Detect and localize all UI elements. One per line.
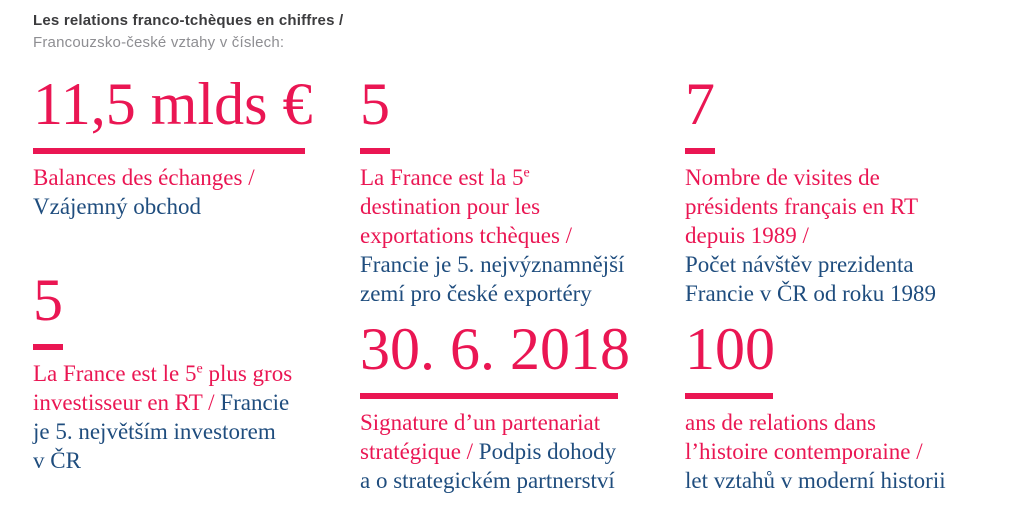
stat-description: La France est le 5e plus gros investisseu… (33, 359, 360, 475)
stat-value: 11,5 mlds € (33, 71, 313, 137)
stats-column: 11,5 mlds € Balances des échanges / Vzájem… (33, 74, 360, 495)
page-title-cs: Francouzsko-české vztahy v číslech: (33, 34, 285, 51)
stat-text-cs: Francie v ČR od roku 1989 (685, 281, 937, 306)
stat-text-fr-superscript: e (196, 361, 203, 377)
stat-description-line: Francie je 5. nejvýznamnější (360, 250, 685, 279)
stat-text-fr: l’histoire contemporaine / (685, 439, 923, 464)
stat-description: La France est la 5e destination pour les e… (360, 163, 685, 308)
stat-description: ans de relations dans l’histoire contempo… (685, 408, 1015, 495)
stat-underline (685, 393, 773, 399)
stat-underline (33, 148, 305, 154)
stat-block-strategic-partnership: 30. 6. 2018 Signature d’un partenariat str… (360, 319, 685, 495)
stat-text-fr: Signature d’un partenariat (360, 410, 601, 435)
stat-text-fr: ans de relations dans (685, 410, 876, 435)
stat-block-trade-balance: 11,5 mlds € Balances des échanges / Vzájem… (33, 74, 360, 221)
stat-text-cs: v ČR (33, 448, 81, 473)
stat-description-line: je 5. největším investorem (33, 417, 360, 446)
stat-text-fr: investisseur en RT / (33, 390, 221, 415)
stat-text-fr: exportations tchèques / (360, 223, 573, 248)
stat-text-cs: zemí pro české exportéry (360, 281, 592, 306)
stat-text-cs: a o strategickém partnerství (360, 468, 615, 493)
stat-text-fr: Nombre de visites de (685, 165, 880, 190)
stat-text-fr: stratégique / (360, 439, 479, 464)
stat-block-presidential-visits: 7 Nombre de visites de présidents français… (685, 74, 1015, 308)
stat-description-line: depuis 1989 / (685, 221, 1015, 250)
stat-description-line: zemí pro české exportéry (360, 279, 685, 308)
stat-description: Nombre de visites de présidents français … (685, 163, 1015, 308)
stat-text-cs: Počet návštěv prezidenta (685, 252, 914, 277)
stat-text-cs: Podpis dohody (478, 439, 617, 464)
stat-text-fr: La France est le 5 (33, 361, 197, 386)
stat-description: Signature d’un partenariat stratégique / … (360, 408, 685, 495)
stat-block-export-destination: 5 La France est la 5e destination pour les… (360, 74, 685, 308)
stat-description-line: a o strategickém partnerství (360, 466, 685, 495)
stat-description-line: La France est le 5e plus gros (33, 359, 360, 388)
stat-description-line: ans de relations dans (685, 408, 1015, 437)
stat-text-fr: depuis 1989 / (685, 223, 809, 248)
stats-column: 5 La France est la 5e destination pour les… (360, 74, 685, 495)
stat-description-line: présidents français en RT (685, 192, 1015, 221)
stat-description-line: Nombre de visites de (685, 163, 1015, 192)
stat-underline (360, 148, 390, 154)
stat-text-cs: let vztahů v moderní historii (685, 468, 946, 493)
stat-value: 5 (360, 71, 390, 137)
stat-description-line: investisseur en RT / Francie (33, 388, 360, 417)
stat-text-fr-superscript: e (523, 165, 530, 181)
stat-value: 30. 6. 2018 (360, 316, 630, 382)
stat-value: 7 (685, 71, 715, 137)
stats-grid: 11,5 mlds € Balances des échanges / Vzájem… (33, 74, 1024, 495)
stat-text-fr: Balances des échanges / (33, 165, 255, 190)
stat-value: 100 (685, 316, 775, 382)
stat-text-fr: La France est la 5 (360, 165, 524, 190)
stat-description-line: exportations tchèques / (360, 221, 685, 250)
stat-text-cs: Francie (220, 390, 290, 415)
stat-description-line: La France est la 5e (360, 163, 685, 192)
stat-block-investor-rank: 5 La France est le 5e plus gros investisse… (33, 270, 360, 475)
stat-value: 5 (33, 267, 63, 333)
stat-underline (360, 393, 618, 399)
stat-text-fr: plus gros (202, 361, 293, 386)
stat-description-line: stratégique / Podpis dohody (360, 437, 685, 466)
stat-text-cs: je 5. největším investorem (33, 419, 276, 444)
stat-underline (33, 344, 63, 350)
stats-column: 7 Nombre de visites de présidents français… (685, 74, 1015, 495)
stat-description-line: destination pour les (360, 192, 685, 221)
stat-description-line: l’histoire contemporaine / (685, 437, 1015, 466)
stat-underline (685, 148, 715, 154)
page-header: Les relations franco-tchèques en chiffre… (33, 10, 1024, 54)
stat-description-line: Francie v ČR od roku 1989 (685, 279, 1015, 308)
page-title-fr: Les relations franco-tchèques en chiffre… (33, 12, 344, 29)
stat-description-line: Signature d’un partenariat (360, 408, 685, 437)
stat-text-fr: destination pour les (360, 194, 541, 219)
stat-text-cs: Vzájemný obchod (33, 194, 201, 219)
stat-description: Balances des échanges / Vzájemný obchod (33, 163, 360, 221)
stat-description-line: Počet návštěv prezidenta (685, 250, 1015, 279)
stat-description-line: let vztahů v moderní historii (685, 466, 1015, 495)
stat-text-cs: Francie je 5. nejvýznamnější (360, 252, 625, 277)
stat-block-years-of-relations: 100 ans de relations dans l’histoire conte… (685, 319, 1015, 495)
stat-description-line: Vzájemný obchod (33, 192, 360, 221)
stat-description-line: Balances des échanges / (33, 163, 360, 192)
stat-description-line: v ČR (33, 446, 360, 475)
stat-text-fr: présidents français en RT (685, 194, 919, 219)
